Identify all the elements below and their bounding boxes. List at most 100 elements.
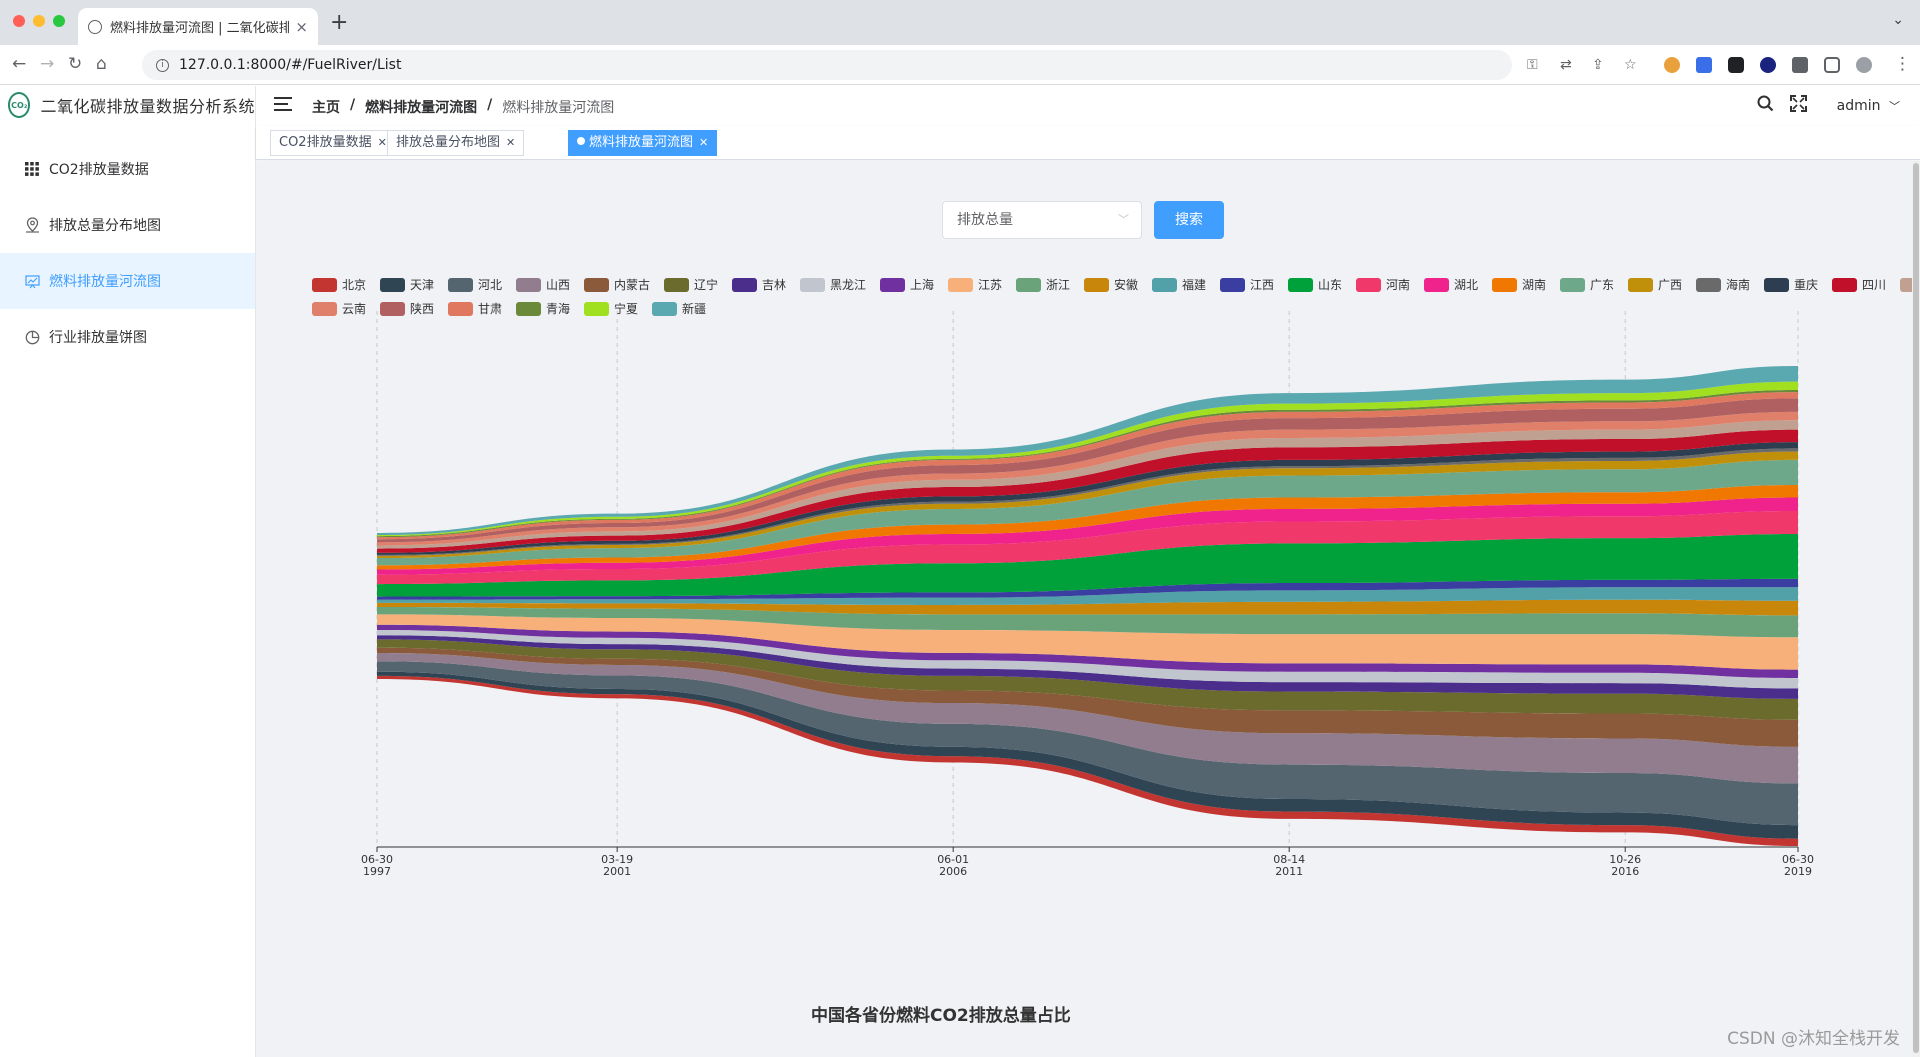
extension-avatar-icon[interactable] — [1664, 57, 1680, 73]
back-icon[interactable]: ← — [12, 54, 27, 74]
cloud-co2-logo-icon: CO₂ — [8, 92, 31, 118]
search-icon[interactable] — [1757, 95, 1774, 116]
river-band-山西 — [377, 652, 1798, 784]
legend-item[interactable]: 山东 — [1288, 276, 1342, 293]
legend-swatch — [380, 301, 405, 316]
breadcrumb-section[interactable]: 燃料排放量河流图 — [365, 100, 478, 116]
legend-item[interactable]: 内蒙古 — [584, 276, 650, 293]
share-icon[interactable]: ⇪ — [1592, 57, 1604, 73]
legend-item[interactable]: 陕西 — [380, 300, 434, 317]
legend-item[interactable]: 广西 — [1628, 276, 1682, 293]
scrollbar-thumb[interactable] — [1913, 163, 1919, 1053]
legend-item[interactable]: 河南 — [1356, 276, 1410, 293]
river-band-江苏 — [377, 614, 1798, 670]
sidebar-item-co2-data[interactable]: CO2排放量数据 — [0, 141, 255, 197]
river-band-黑龙江 — [377, 630, 1798, 689]
close-window-button[interactable] — [13, 15, 25, 27]
chart-icon — [24, 273, 40, 289]
legend-item[interactable]: 江苏 — [948, 276, 1002, 293]
sidebar-item-industry-pie[interactable]: 行业排放量饼图 — [0, 309, 255, 365]
metric-select[interactable]: 排放总量 ﹀ — [942, 201, 1142, 239]
tag-fuel-river[interactable]: 燃料排放量河流图 ✕ — [568, 130, 718, 156]
river-band-四川 — [377, 429, 1798, 553]
legend-item[interactable]: 湖北 — [1424, 276, 1478, 293]
browser-tab-strip: 燃料排放量河流图 | 二氧化碳排放 × + ⌄ — [0, 0, 1920, 45]
extensions-puzzle-icon[interactable] — [1792, 57, 1808, 73]
close-tag-icon[interactable]: ✕ — [699, 136, 709, 149]
legend-item[interactable]: 吉林 — [732, 276, 786, 293]
close-tag-icon[interactable]: ✕ — [506, 136, 516, 149]
side-panel-icon[interactable] — [1824, 57, 1840, 73]
legend-label: 福建 — [1182, 278, 1207, 292]
legend-swatch — [312, 301, 337, 316]
legend-item[interactable]: 福建 — [1152, 276, 1206, 293]
hamburger-menu-icon[interactable] — [274, 97, 292, 111]
sidebar-item-emission-map[interactable]: 排放总量分布地图 — [0, 197, 255, 253]
legend-item[interactable]: 青海 — [516, 300, 570, 317]
sidebar-item-fuel-river[interactable]: 燃料排放量河流图 — [0, 253, 255, 309]
legend-item[interactable]: 海南 — [1696, 276, 1750, 293]
translate-icon[interactable]: ⇄ — [1560, 57, 1572, 73]
new-tab-button[interactable]: + — [330, 10, 349, 35]
legend-item[interactable]: 宁夏 — [584, 300, 638, 317]
legend-item[interactable]: 黑龙江 — [800, 276, 866, 293]
browser-tab-title: 燃料排放量河流图 | 二氧化碳排放 — [110, 21, 290, 36]
breadcrumb-home[interactable]: 主页 — [312, 100, 340, 116]
search-button[interactable]: 搜索 — [1154, 201, 1224, 239]
close-tag-icon[interactable]: ✕ — [377, 136, 387, 149]
app-root: CO₂ 二氧化碳排放量数据分析系统 CO2排放量数据 排放总量分布地图 燃料 — [0, 86, 1920, 1057]
legend-item[interactable]: 湖南 — [1492, 276, 1546, 293]
extension-badge-icon[interactable] — [1728, 57, 1744, 73]
home-icon[interactable]: ⌂ — [96, 54, 107, 74]
legend-item[interactable]: 广东 — [1560, 276, 1614, 293]
tags-view: CO2排放量数据 ✕ 排放总量分布地图 ✕ 燃料排放量河流图 ✕ — [256, 126, 1920, 160]
tag-co2-data[interactable]: CO2排放量数据 ✕ — [270, 130, 396, 156]
legend-item[interactable]: 四川 — [1832, 276, 1886, 293]
breadcrumb: 主页 / 燃料排放量河流图 / 燃料排放量河流图 — [312, 97, 614, 117]
browser-tab[interactable]: 燃料排放量河流图 | 二氧化碳排放 × — [78, 8, 318, 45]
bookmark-star-icon[interactable]: ☆ — [1624, 57, 1637, 73]
maximize-window-button[interactable] — [53, 15, 65, 27]
address-bar[interactable]: i 127.0.0.1:8000/#/FuelRiver/List ⚿ ⇄ ⇪ … — [142, 50, 1637, 80]
legend-label: 辽宁 — [694, 278, 719, 292]
user-menu[interactable]: admin ﹀ — [1837, 98, 1900, 114]
sidebar-menu: CO2排放量数据 排放总量分布地图 燃料排放量河流图 行业排放量饼图 — [0, 141, 255, 365]
tag-emission-map[interactable]: 排放总量分布地图 ✕ — [387, 130, 525, 156]
browser-menu-icon[interactable]: ⋮ — [1894, 54, 1911, 74]
tab-search-chevron-icon[interactable]: ⌄ — [1892, 12, 1904, 28]
legend-item[interactable]: 浙江 — [1016, 276, 1070, 293]
close-tab-icon[interactable]: × — [295, 17, 308, 36]
site-info-icon[interactable]: i — [156, 58, 169, 72]
legend-item[interactable]: 新疆 — [652, 300, 706, 317]
breadcrumb-current: 燃料排放量河流图 — [502, 100, 615, 116]
legend-item[interactable]: 云南 — [312, 300, 366, 317]
legend-item[interactable]: 安徽 — [1084, 276, 1138, 293]
legend-item[interactable]: 山西 — [516, 276, 570, 293]
tag-label: CO2排放量数据 — [279, 135, 372, 150]
legend-item[interactable]: 辽宁 — [664, 276, 718, 293]
extension-hex-icon[interactable] — [1760, 57, 1776, 73]
legend-item[interactable]: 甘肃 — [448, 300, 502, 317]
minimize-window-button[interactable] — [33, 15, 45, 27]
legend-swatch — [1424, 277, 1449, 292]
extension-layers-icon[interactable] — [1696, 57, 1712, 73]
legend-label: 宁夏 — [614, 302, 639, 316]
scrollbar[interactable] — [1912, 161, 1920, 1057]
reload-icon[interactable]: ↻ — [68, 54, 83, 74]
key-icon[interactable]: ⚿ — [1527, 57, 1538, 73]
tag-label: 排放总量分布地图 — [396, 135, 501, 150]
river-band-天津 — [377, 671, 1798, 839]
fullscreen-icon[interactable] — [1789, 95, 1807, 116]
legend-item[interactable]: 河北 — [448, 276, 502, 293]
legend-item[interactable]: 江西 — [1220, 276, 1274, 293]
legend-label: 内蒙古 — [614, 278, 651, 292]
legend-item[interactable]: 重庆 — [1764, 276, 1818, 293]
legend-item[interactable]: 上海 — [880, 276, 934, 293]
legend-item[interactable]: 北京 — [312, 276, 366, 293]
legend-item[interactable]: 天津 — [380, 276, 434, 293]
x-tick-label: 03-19 — [601, 853, 633, 866]
profile-icon[interactable] — [1856, 57, 1872, 73]
forward-icon[interactable]: → — [40, 54, 55, 74]
river-band-内蒙古 — [377, 647, 1798, 747]
river-band-河南 — [377, 511, 1798, 585]
